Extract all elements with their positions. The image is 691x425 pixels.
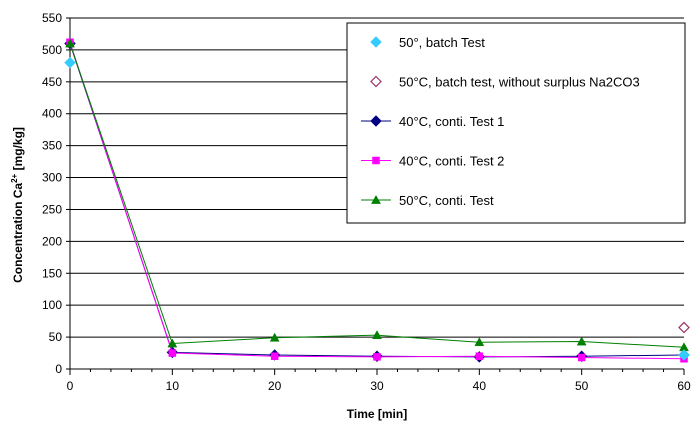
x-tick-label-0: 0 bbox=[67, 379, 74, 393]
y-tick-label-100: 100 bbox=[42, 298, 62, 312]
legend-item-1-label: 50°, batch Test bbox=[399, 35, 485, 50]
series-2-point-1 bbox=[678, 321, 690, 334]
legend-item-5-marker bbox=[371, 194, 381, 204]
legend-box bbox=[346, 22, 686, 224]
series-5-point-3 bbox=[269, 332, 280, 342]
series-1-point-1 bbox=[64, 56, 76, 69]
y-tick-label-150: 150 bbox=[42, 266, 62, 280]
series-5-point-6 bbox=[576, 336, 587, 346]
x-axis-title: Time [min] bbox=[347, 407, 407, 421]
y-tick-label-200: 200 bbox=[42, 234, 62, 248]
series-4-point-3 bbox=[270, 352, 279, 360]
x-tick-label-20: 20 bbox=[268, 379, 282, 393]
y-tick-label-0: 0 bbox=[55, 362, 62, 376]
series-5-point-2 bbox=[167, 338, 178, 348]
y-axis-title: Concentration Ca2+ [mg/kg] bbox=[10, 127, 25, 283]
series-5-point-4 bbox=[372, 330, 382, 340]
legend: 50°, batch Test 50°C, batch test, without… bbox=[346, 22, 686, 224]
legend-item-5-label: 50°C, conti. Test bbox=[399, 193, 494, 208]
x-tick-label-30: 30 bbox=[370, 379, 384, 393]
y-tick-label-550: 550 bbox=[42, 11, 62, 25]
x-tick-label-50: 50 bbox=[575, 379, 589, 393]
legend-item-4-marker bbox=[372, 156, 380, 165]
y-tick-label-500: 500 bbox=[42, 43, 62, 57]
x-tick-label-60: 60 bbox=[677, 379, 691, 393]
legend-item-2-label: 50°C, batch test, without surplus Na2CO3 bbox=[399, 75, 640, 90]
series-1-point-2 bbox=[678, 349, 690, 361]
legend-item-2-marker bbox=[370, 75, 382, 88]
x-tick-label-40: 40 bbox=[473, 379, 487, 393]
legend-item-3-label: 40°C, conti. Test 1 bbox=[399, 114, 504, 129]
legend-item-3-marker bbox=[370, 115, 382, 127]
x-tick-label-10: 10 bbox=[166, 379, 180, 393]
series-4-point-2 bbox=[168, 349, 177, 357]
y-tick-label-50: 50 bbox=[49, 330, 63, 344]
y-tick-label-450: 450 bbox=[42, 75, 62, 89]
y-tick-label-400: 400 bbox=[42, 107, 62, 121]
axes bbox=[66, 17, 685, 375]
tick-labels: 0 50 100 150 200 250 300 350 400 450 500 550 0 10 20 30… bbox=[42, 11, 691, 393]
series-5-point-5 bbox=[474, 337, 485, 347]
legend-item-4-label: 40°C, conti. Test 2 bbox=[399, 154, 504, 169]
plot-area bbox=[64, 37, 690, 363]
series-5-point-1 bbox=[65, 38, 75, 48]
series-4-point-5 bbox=[475, 352, 484, 360]
y-tick-label-350: 350 bbox=[42, 139, 62, 153]
series-4-point-6 bbox=[577, 353, 586, 362]
series-4-point-4 bbox=[373, 353, 381, 361]
y-tick-label-300: 300 bbox=[42, 171, 62, 185]
y-tick-label-250: 250 bbox=[42, 202, 62, 216]
legend-item-1-marker bbox=[370, 36, 382, 48]
